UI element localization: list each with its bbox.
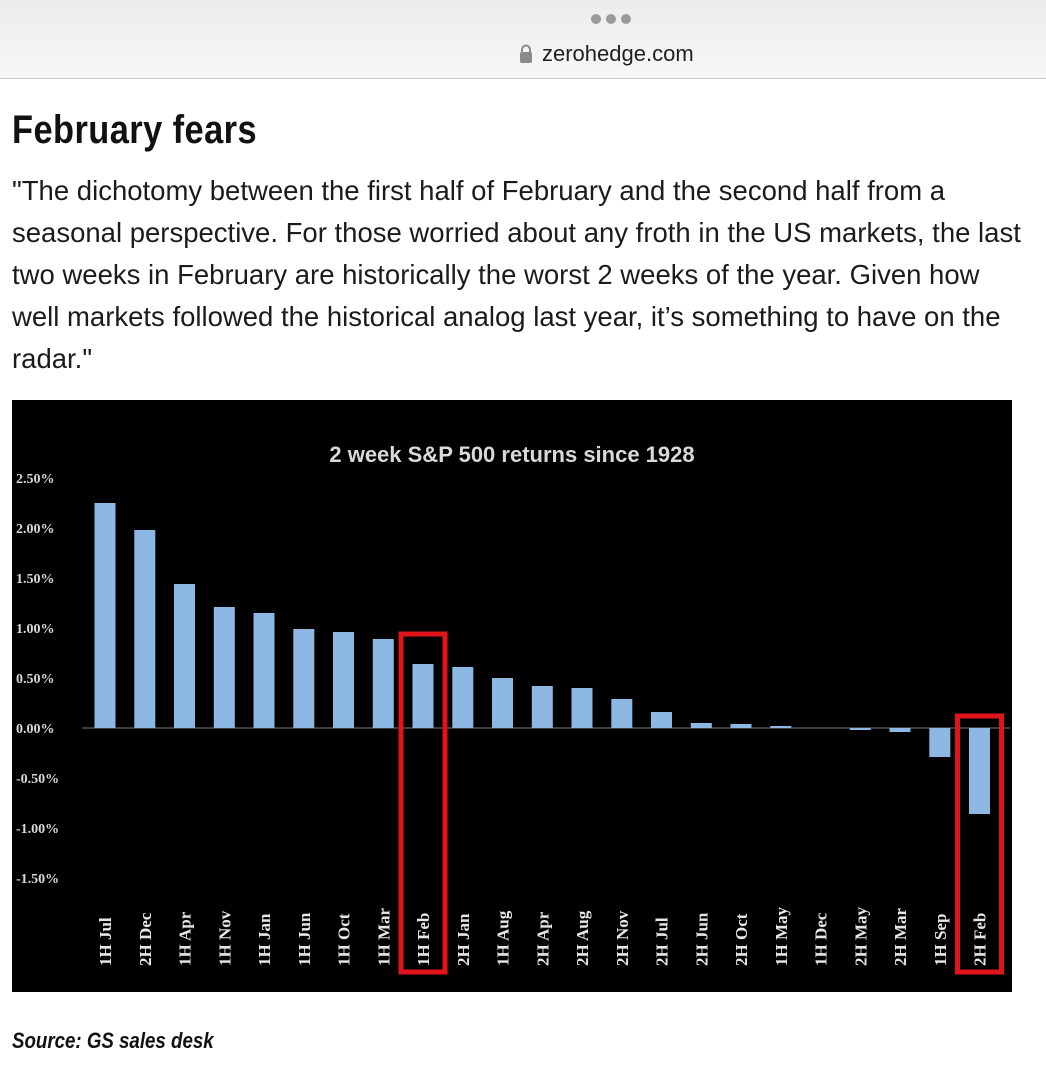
x-tick-label: 2H Jan (454, 913, 473, 966)
bar-1h-mar (372, 639, 394, 728)
x-tick-label: 2H Feb (971, 913, 990, 966)
x-tick-label: 1H Jan (255, 913, 274, 966)
chart-title: 2 week S&P 500 returns since 1928 (329, 442, 694, 467)
x-tick-label: 2H Apr (533, 911, 552, 966)
y-tick-label: 0.00% (16, 722, 55, 737)
chart-svg: 2 week S&P 500 returns since 1928 2.50% 2.… (16, 442, 1010, 975)
bar-1h-jun (293, 629, 315, 728)
bar-2h-apr (531, 686, 553, 728)
bar-2h-aug (571, 688, 593, 728)
bar-1h-nov (213, 607, 235, 728)
highlight-box (398, 631, 448, 975)
bar-2h-dec (134, 530, 156, 728)
y-tick-label: 2.50% (16, 472, 55, 487)
browser-top-bar: zerohedge.com (0, 0, 1046, 79)
x-tick-label: 1H Apr (176, 911, 195, 966)
bar-1h-feb (412, 664, 434, 728)
x-tick-label: 2H Jun (692, 912, 711, 966)
highlight-box (955, 713, 1004, 975)
bar-2h-jun (690, 723, 712, 728)
bar-2h-may (849, 728, 871, 730)
x-tick-label: 1H Oct (335, 913, 354, 966)
y-tick-label: -0.50% (16, 772, 59, 787)
y-tick-label: -1.50% (16, 872, 59, 887)
url-text: zerohedge.com (542, 41, 694, 66)
bar-1h-sep (929, 728, 951, 757)
x-tick-label: 2H Mar (891, 907, 910, 966)
x-tick-label: 2H Aug (573, 910, 592, 966)
bar-2h-jul (651, 712, 672, 728)
x-tick-label: 2H Jul (653, 917, 672, 966)
bar-2h-feb (969, 728, 990, 814)
bar-1h-may (770, 726, 792, 728)
x-tick-label: 1H Jul (96, 917, 115, 966)
more-dots-icon[interactable] (591, 14, 635, 26)
bar-2h-nov (611, 699, 633, 728)
x-tick-label: 1H Feb (414, 913, 433, 966)
address-bar[interactable]: zerohedge.com (518, 40, 694, 68)
bar-1h-aug (492, 678, 513, 728)
x-tick-label: 2H May (851, 906, 870, 966)
article-title: February fears (12, 108, 258, 152)
source-caption: Source: GS sales desk (12, 1028, 214, 1053)
x-tick-label: 1H Jun (295, 912, 314, 966)
x-tick-label: 1H Nov (215, 910, 234, 966)
bar-1h-apr (174, 584, 195, 728)
y-tick-label: 1.00% (16, 622, 55, 637)
bar-1h-jul (94, 503, 116, 728)
lock-icon (520, 44, 532, 63)
y-tick-label: 1.50% (16, 572, 55, 587)
bar-2h-oct (730, 724, 752, 728)
returns-chart: 2 week S&P 500 returns since 1928 2.50% 2.… (12, 400, 1012, 992)
x-tick-label: 1H May (772, 906, 791, 966)
x-tick-label: 1H Dec (812, 912, 831, 966)
y-tick-label: 0.50% (16, 672, 55, 687)
x-tick-label: 1H Sep (931, 914, 950, 966)
x-tick-label: 2H Dec (136, 912, 155, 966)
bar-1h-jan (253, 613, 275, 728)
x-tick-label: 1H Aug (494, 910, 513, 966)
x-tick-label: 2H Oct (732, 913, 751, 966)
article-quote: "The dichotomy between the first half of… (12, 175, 1021, 374)
bar-1h-oct (333, 632, 354, 728)
y-tick-label: 2.00% (16, 522, 55, 537)
x-tick-label: 1H Mar (374, 907, 393, 966)
x-tick-label: 2H Nov (613, 910, 632, 966)
y-tick-label: -1.00% (16, 822, 59, 837)
bar-2h-jan (452, 667, 474, 728)
bar-2h-mar (889, 728, 911, 732)
